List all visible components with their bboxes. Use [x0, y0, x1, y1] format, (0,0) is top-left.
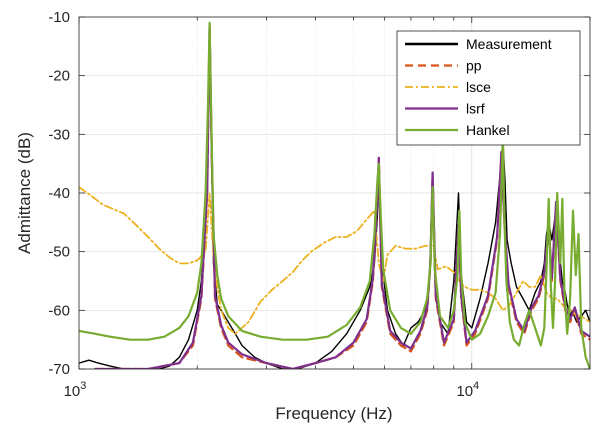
x-axis-label: Frequency (Hz) — [275, 404, 392, 423]
legend-label: Measurement — [466, 36, 552, 52]
y-tick-labels: -10 -20 -30 -40 -50 -60 -70 — [48, 9, 70, 378]
legend-label: pp — [466, 58, 482, 74]
x-tick-label: 103 — [64, 380, 87, 400]
y-tick-label: -10 — [48, 9, 70, 26]
series-hankel-line — [79, 21, 590, 369]
legend-label: lsrf — [466, 101, 485, 117]
y-tick-label: -30 — [48, 126, 70, 143]
y-axis-label: Admittance (dB) — [15, 132, 34, 254]
x-tick-exponent: 4 — [473, 380, 479, 392]
y-tick-label: -60 — [48, 302, 70, 319]
x-tick-base: 10 — [64, 383, 81, 400]
y-tick-label: -70 — [48, 361, 70, 378]
legend-box — [396, 30, 581, 146]
series-layer — [79, 21, 590, 369]
legend-label: Hankel — [466, 122, 510, 138]
x-tick-exponent: 3 — [80, 380, 86, 392]
series-lsce-line — [79, 186, 590, 335]
y-tick-label: -50 — [48, 244, 70, 261]
legend-label: lsce — [466, 79, 491, 95]
y-tick-label: -20 — [48, 68, 70, 85]
tick-marks — [78, 16, 591, 370]
x-tick-labels: 103 104 — [64, 380, 480, 400]
x-tick-label: 104 — [456, 380, 479, 400]
y-tick-label: -40 — [48, 185, 70, 202]
x-tick-base: 10 — [456, 383, 473, 400]
legend: Measurement pp lsce lsrf Hankel — [396, 30, 581, 146]
